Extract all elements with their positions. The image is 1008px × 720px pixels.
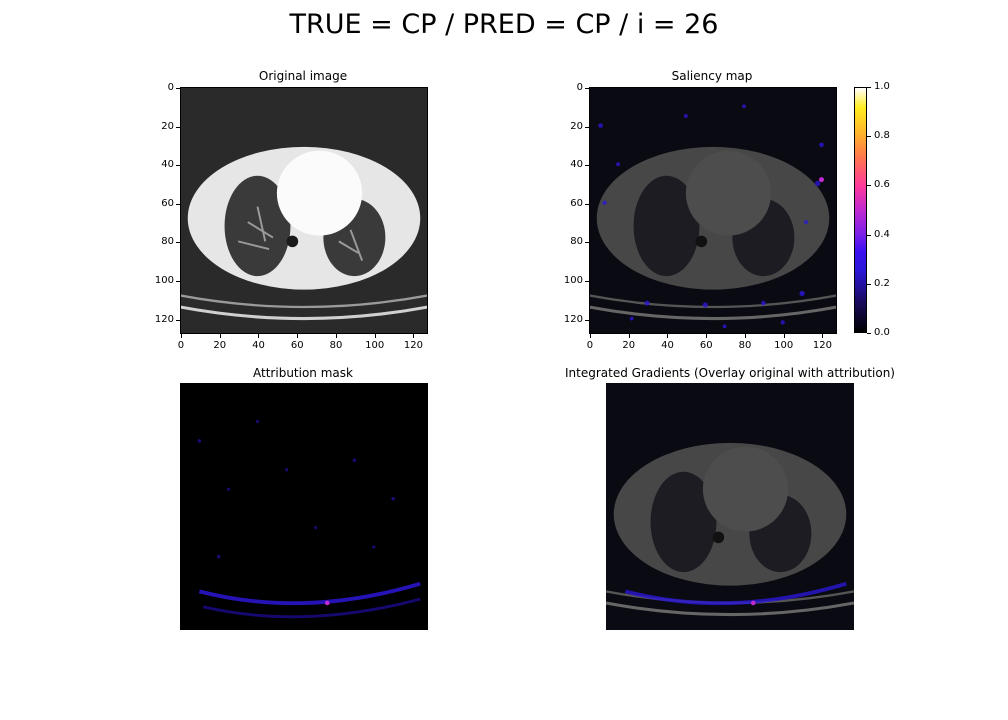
saliency-xtick-label: 20	[622, 340, 636, 351]
colorbar-tick-label: 0.4	[874, 228, 890, 240]
figure-title: TRUE = CP / PRED = CP / i = 26	[289, 9, 719, 40]
original-ytick-mark	[176, 165, 180, 167]
original-xtick-label: 0	[177, 340, 185, 351]
original-xtick-label: 20	[213, 340, 227, 351]
colorbar-tick-mark	[867, 87, 871, 88]
colorbar-tick-label: 0.6	[874, 179, 890, 191]
original-ytick-label: 0	[167, 81, 174, 93]
attribution-mask-title: Attribution mask	[253, 366, 353, 380]
saliency-xtick-mark	[628, 334, 630, 338]
colorbar-tick-label: 0.8	[874, 130, 890, 142]
original-xtick-mark	[335, 334, 337, 338]
original-xtick-mark	[413, 334, 415, 338]
saliency-xtick-mark	[744, 334, 746, 338]
original-xtick-mark	[180, 334, 182, 338]
saliency-ytick-mark	[585, 280, 589, 282]
saliency-map-title: Saliency map	[671, 69, 753, 83]
saliency-ytick-label: 120	[563, 313, 583, 325]
original-ytick-label: 120	[154, 313, 174, 325]
original-xtick-mark	[374, 334, 376, 338]
original-xtick-label: 80	[329, 340, 343, 351]
saliency-xtick-label: 120	[812, 340, 833, 351]
original-xtick-label: 40	[252, 340, 265, 351]
saliency-xtick-mark	[589, 334, 591, 338]
integrated-gradients-overlay-image	[606, 383, 854, 630]
saliency-ytick-label: 20	[570, 120, 583, 132]
original-ytick-mark	[176, 87, 180, 89]
colorbar-tick-label: 0.0	[874, 327, 890, 338]
saliency-xtick-label: 60	[699, 340, 713, 351]
attribution-mask-image	[180, 383, 428, 630]
saliency-xtick-label: 40	[661, 340, 674, 351]
saliency-xtick-mark	[783, 334, 785, 338]
original-ytick-mark	[176, 280, 180, 282]
original-ytick-label: 80	[161, 236, 174, 248]
colorbar-tick-mark	[867, 333, 871, 334]
original-xtick-label: 120	[403, 340, 424, 351]
saliency-xtick-mark	[667, 334, 669, 338]
original-xtick-label: 60	[290, 340, 304, 351]
colorbar-tick-label: 1.0	[874, 81, 890, 92]
saliency-colorbar	[854, 87, 867, 333]
saliency-ytick-mark	[585, 126, 589, 128]
saliency-xtick-mark	[822, 334, 824, 338]
saliency-ytick-label: 100	[563, 274, 583, 286]
colorbar-tick-mark	[867, 283, 871, 285]
original-ct-image	[180, 87, 428, 334]
original-ytick-mark	[176, 319, 180, 321]
saliency-ytick-label: 40	[570, 159, 583, 171]
saliency-ytick-label: 60	[570, 197, 583, 209]
original-ytick-mark	[176, 203, 180, 205]
saliency-ytick-mark	[585, 319, 589, 321]
overlay-title: Integrated Gradients (Overlay original w…	[565, 366, 895, 380]
original-ytick-mark	[176, 242, 180, 244]
saliency-ytick-mark	[585, 87, 589, 89]
saliency-xtick-label: 80	[738, 340, 752, 351]
saliency-ytick-mark	[585, 165, 589, 167]
original-ytick-mark	[176, 126, 180, 128]
saliency-ytick-mark	[585, 242, 589, 244]
saliency-ytick-label: 0	[576, 81, 583, 93]
saliency-xtick-label: 0	[586, 340, 594, 351]
original-xtick-mark	[219, 334, 221, 338]
original-ytick-label: 100	[154, 274, 174, 286]
original-xtick-mark	[258, 334, 260, 338]
original-xtick-label: 100	[365, 340, 385, 351]
saliency-ytick-label: 80	[570, 236, 583, 248]
saliency-ytick-mark	[585, 203, 589, 205]
saliency-xtick-label: 100	[774, 340, 794, 351]
colorbar-tick-mark	[867, 185, 871, 187]
original-ytick-label: 60	[161, 197, 174, 209]
colorbar-tick-mark	[867, 136, 871, 138]
original-xtick-mark	[297, 334, 299, 338]
original-image-title: Original image	[258, 69, 348, 83]
saliency-xtick-mark	[706, 334, 708, 338]
original-ytick-label: 20	[161, 120, 174, 132]
saliency-map-image	[589, 87, 837, 334]
colorbar-tick-label: 0.2	[874, 277, 890, 289]
original-ytick-label: 40	[161, 159, 174, 171]
colorbar-tick-mark	[867, 234, 871, 236]
